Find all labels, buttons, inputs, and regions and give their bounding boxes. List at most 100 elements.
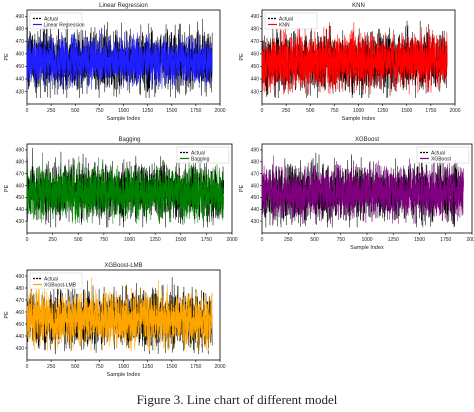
y-tick-label: 450: [16, 64, 25, 70]
y-tick-label: 470: [251, 171, 260, 177]
legend-box: [29, 12, 83, 30]
x-tick-label: 1500: [166, 364, 177, 370]
x-tick-label: 0: [26, 364, 29, 370]
y-tick-label: 440: [251, 207, 260, 213]
y-tick-label: 450: [251, 195, 260, 201]
y-tick-label: 480: [16, 27, 25, 33]
y-tick-label: 440: [16, 207, 25, 213]
x-tick-label: 500: [306, 108, 315, 114]
x-tick-label: 750: [95, 108, 104, 114]
y-tick-label: 440: [16, 77, 25, 83]
y-axis-label: PE: [239, 185, 245, 193]
y-tick-label: 490: [251, 14, 260, 20]
x-tick-label: 250: [47, 364, 56, 370]
series-line-xgboost-lmb: [26, 277, 213, 351]
chart-title: Linear Regression: [99, 3, 148, 9]
x-tick-label: 0: [26, 108, 29, 114]
x-tick-label: 500: [74, 237, 83, 243]
y-tick-label: 450: [251, 64, 260, 70]
y-tick-label: 430: [251, 89, 260, 95]
y-tick-label: 480: [251, 160, 260, 166]
y-tick-label: 450: [16, 195, 25, 201]
y-tick-label: 450: [16, 322, 25, 328]
x-tick-label: 250: [48, 237, 57, 243]
y-tick-label: 430: [16, 89, 25, 95]
y-axis-label: PE: [239, 53, 245, 61]
x-tick-label: 500: [310, 237, 319, 243]
series-line-linear-regression: [26, 28, 213, 90]
x-tick-label: 500: [71, 364, 80, 370]
y-tick-label: 440: [16, 334, 25, 340]
x-axis-label: Sample Index: [107, 372, 141, 378]
legend-box: [416, 146, 470, 164]
subplot: KNN 0 250 500 750 1000 1250 1500 1750 2000 430 440 4…: [239, 3, 461, 122]
legend-box: [264, 12, 318, 30]
x-tick-label: 2000: [466, 237, 474, 243]
x-tick-label: 750: [95, 364, 104, 370]
y-tick-label: 490: [251, 148, 260, 154]
x-tick-label: 1000: [361, 237, 372, 243]
x-tick-label: 1250: [142, 364, 153, 370]
legend-label: XGBoost: [431, 156, 452, 162]
y-tick-label: 470: [16, 171, 25, 177]
chart-title: KNN: [352, 3, 365, 9]
y-tick-label: 440: [251, 77, 260, 83]
x-tick-label: 1000: [124, 237, 135, 243]
x-axis-label: Sample Index: [342, 116, 376, 122]
y-tick-label: 430: [16, 219, 25, 225]
y-tick-label: 480: [16, 286, 25, 292]
subplot: Linear Regression 0 250 500 750 1000 1250 1500 1…: [4, 3, 226, 122]
x-tick-label: 1750: [201, 237, 212, 243]
legend-label: Actual: [431, 150, 445, 156]
legend-label: Actual: [44, 16, 58, 22]
y-tick-label: 460: [251, 183, 260, 189]
x-tick-label: 1250: [142, 108, 153, 114]
x-tick-label: 750: [100, 237, 109, 243]
x-axis-label: Sample Index: [107, 116, 141, 122]
x-tick-label: 1000: [118, 108, 129, 114]
legend-box: [29, 272, 83, 290]
series-line-xgboost: [261, 152, 464, 224]
y-tick-label: 480: [16, 160, 25, 166]
y-tick-label: 460: [16, 183, 25, 189]
series-line-bagging: [26, 152, 224, 224]
x-tick-label: 1750: [440, 237, 451, 243]
y-tick-label: 490: [16, 14, 25, 20]
x-tick-label: 1000: [353, 108, 364, 114]
x-tick-label: 1750: [190, 364, 201, 370]
x-tick-label: 1250: [388, 237, 399, 243]
chart-title: XGBoost-LMB: [104, 263, 142, 269]
y-tick-label: 480: [251, 27, 260, 33]
y-axis-label: PE: [4, 185, 10, 193]
y-tick-label: 490: [16, 274, 25, 280]
y-tick-label: 490: [16, 148, 25, 154]
legend-box: [176, 146, 230, 164]
y-tick-label: 470: [251, 39, 260, 45]
subplot: XGBoost-LMB 0 250 500 750 1000 1250 1500 1750 200…: [4, 263, 226, 378]
x-tick-label: 1500: [414, 237, 425, 243]
x-tick-label: 1250: [377, 108, 388, 114]
x-tick-label: 2000: [226, 237, 237, 243]
y-tick-label: 460: [251, 52, 260, 58]
y-tick-label: 460: [16, 52, 25, 58]
x-tick-label: 250: [47, 108, 56, 114]
x-tick-label: 1000: [118, 364, 129, 370]
x-tick-label: 1500: [401, 108, 412, 114]
legend-label: Bagging: [191, 156, 210, 162]
x-tick-label: 0: [261, 108, 264, 114]
y-tick-label: 430: [251, 219, 260, 225]
subplot: Bagging 0 250 500 750 1000 1250 1500 1750 2000 430…: [4, 137, 238, 243]
x-tick-label: 0: [26, 237, 29, 243]
x-tick-label: 250: [284, 237, 293, 243]
x-tick-label: 750: [337, 237, 346, 243]
legend-label: KNN: [279, 22, 290, 28]
legend-label: Actual: [44, 276, 58, 282]
legend-label: Actual: [191, 150, 205, 156]
y-tick-label: 430: [16, 346, 25, 352]
subplot: XGBoost 0 250 500 750 1000 1250 1500 1750 2000 430…: [239, 137, 474, 251]
